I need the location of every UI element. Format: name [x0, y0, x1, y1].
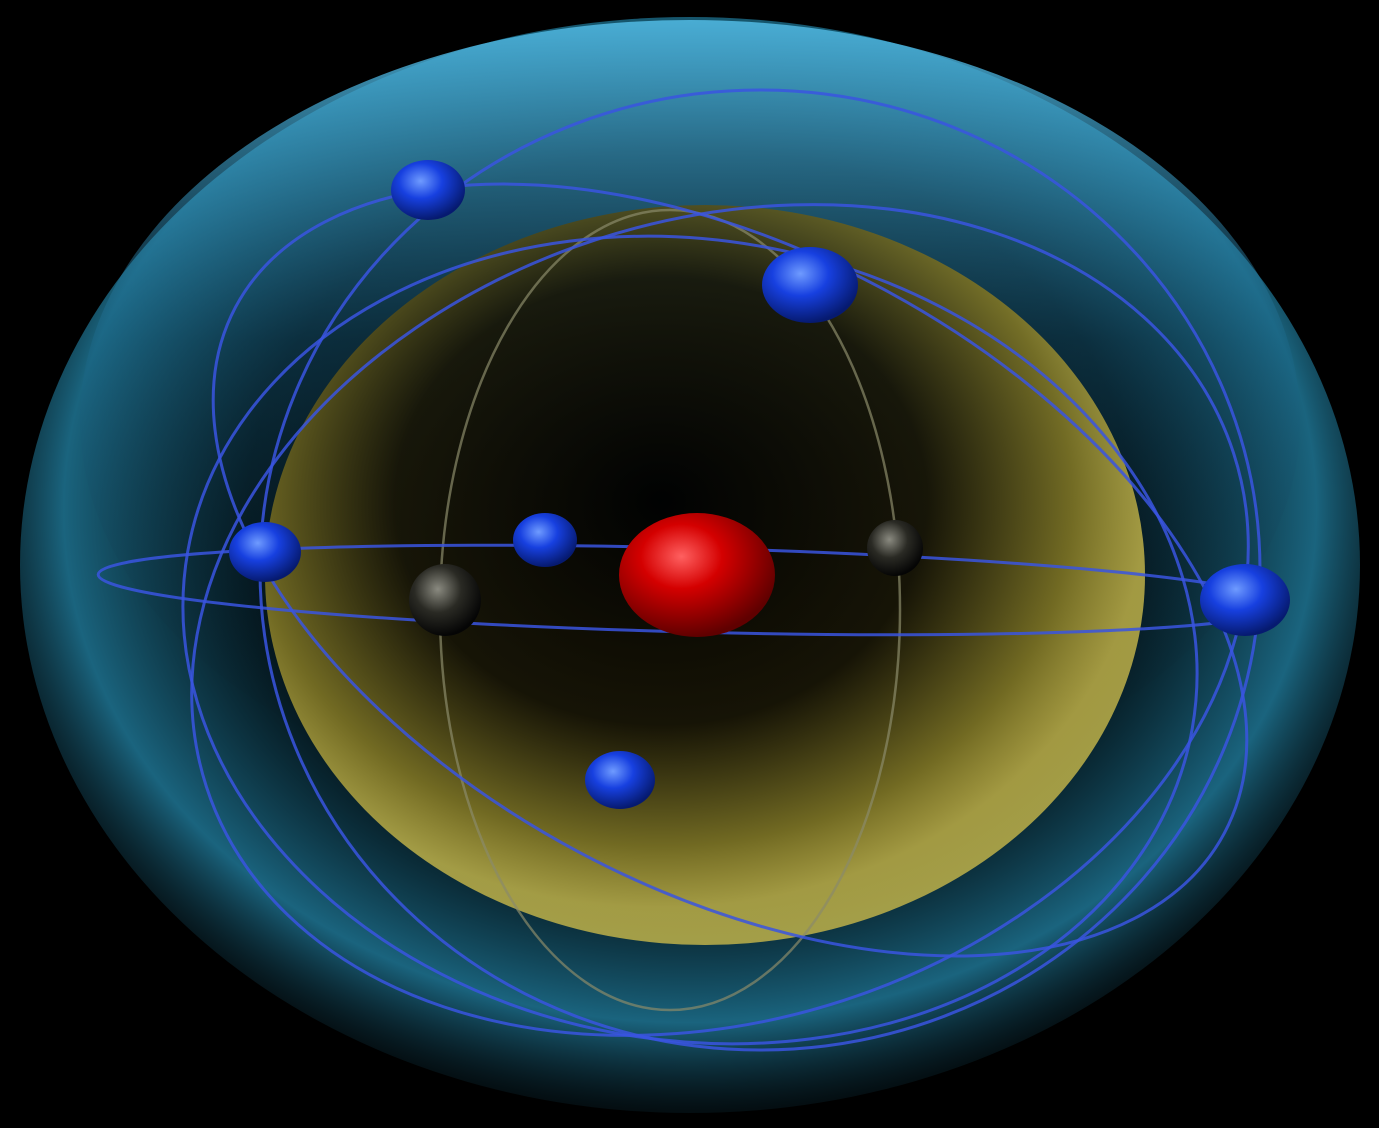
electron	[513, 513, 577, 567]
neutron	[867, 520, 923, 576]
neutron	[409, 564, 481, 636]
orbit	[181, 234, 1199, 1046]
orbit	[211, 182, 1249, 958]
electron	[1200, 564, 1290, 636]
electron	[585, 751, 655, 809]
electron	[391, 160, 465, 220]
nucleus	[619, 513, 775, 637]
electron	[229, 522, 301, 582]
electron	[762, 247, 858, 323]
